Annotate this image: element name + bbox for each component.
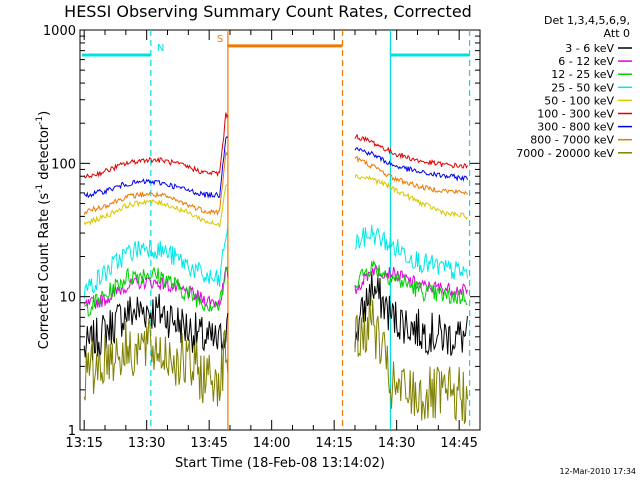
- flag-label-1: S: [217, 34, 223, 45]
- series-line-5-seg-1: [354, 133, 468, 169]
- series-line-3-seg-1: [354, 225, 468, 280]
- legend-label-2: 12 - 25 keV: [551, 68, 614, 81]
- plot-marks: NS: [82, 30, 471, 430]
- legend-label-6: 300 - 800 keV: [537, 121, 614, 134]
- series-line-8-seg-0: [83, 318, 229, 407]
- x-tick-label-3: 14:00: [253, 436, 290, 451]
- x-tick-label-1: 13:30: [128, 436, 165, 451]
- series-line-0-seg-0: [83, 293, 229, 361]
- y-axis-label-main: Corrected Count Rate (s: [37, 193, 52, 350]
- legend-label-0: 3 - 6 keV: [565, 42, 614, 55]
- footer-date: 12-Mar-2010 17:34: [560, 467, 637, 476]
- series-line-8-seg-1: [354, 292, 468, 424]
- plot-area-border: [79, 29, 481, 431]
- x-tick-label-6: 14:45: [440, 436, 477, 451]
- series-line-4-seg-0: [83, 183, 229, 228]
- y-tick-label-0: 1: [68, 424, 76, 439]
- series-line-7-seg-1: [354, 155, 468, 195]
- x-tick-label-4: 14:15: [315, 436, 352, 451]
- flag-label-0: N: [157, 43, 164, 54]
- chart-title: HESSI Observing Summary Count Rates, Cor…: [64, 2, 472, 21]
- y-axis-label-mid: detector: [37, 124, 52, 184]
- y-axis-label-sup1: -1: [35, 184, 45, 193]
- y-tick-label-1: 10: [59, 291, 76, 306]
- legend-label-4: 50 - 100 keV: [544, 94, 614, 107]
- series-line-6-seg-0: [83, 136, 229, 199]
- legend-label-3: 25 - 50 keV: [551, 81, 614, 94]
- series-line-4-seg-1: [354, 174, 468, 220]
- y-tick-label-2: 100: [51, 157, 76, 172]
- series-line-0-seg-1: [354, 271, 468, 356]
- x-tick-label-2: 13:45: [190, 436, 227, 451]
- legend-label-5: 100 - 300 keV: [537, 108, 614, 121]
- y-axis-label-end: ): [37, 111, 52, 116]
- series-line-3-seg-0: [83, 223, 229, 299]
- series-line-2-seg-1: [354, 259, 468, 305]
- legend-label-7: 800 - 7000 keV: [530, 134, 614, 147]
- series-line-6-seg-1: [354, 146, 468, 182]
- legend-label-1: 6 - 12 keV: [558, 55, 614, 68]
- legend-header-attenuator: Att 0: [604, 27, 630, 40]
- y-axis-label-sup2: -1: [35, 116, 45, 125]
- series-layer: [83, 112, 468, 424]
- legend-header-detectors: Det 1,3,4,5,6,9,: [544, 14, 630, 27]
- plot-frame: [79, 29, 481, 431]
- x-tick-label-5: 14:30: [378, 436, 415, 451]
- y-tick-label-3: 1000: [43, 24, 76, 39]
- axes: 13:15 13:30 13:45 14:00 14:15 14:30 14:45 1 10 10…: [43, 24, 480, 451]
- series-line-5-seg-0: [83, 112, 229, 179]
- series-line-7-seg-0: [83, 150, 229, 217]
- legend-label-8: 7000 - 20000 keV: [516, 147, 614, 160]
- x-tick-label-0: 13:15: [65, 436, 102, 451]
- y-axis-label: Corrected Count Rate (s-1 detector-1): [35, 111, 52, 349]
- x-axis-label: Start Time (18-Feb-08 13:14:02): [175, 456, 385, 471]
- series-line-2-seg-0: [84, 266, 229, 318]
